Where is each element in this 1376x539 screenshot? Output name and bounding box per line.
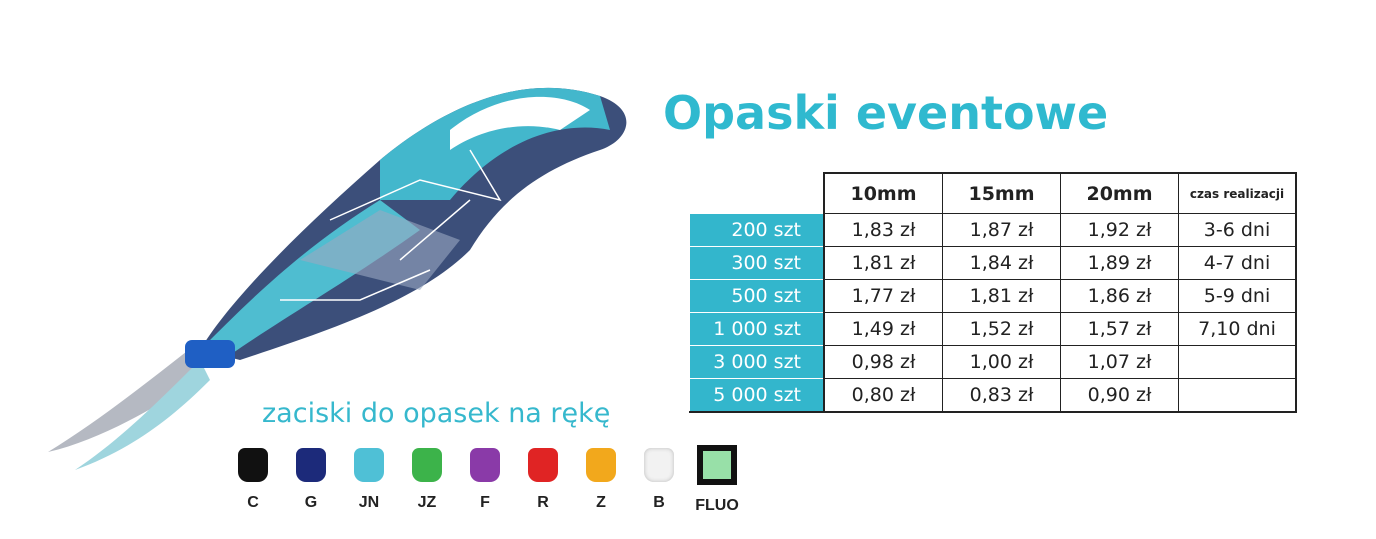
blank-header [689,173,825,214]
cell-qty: 300 szt [689,246,825,280]
table-row: 300 szt 1,81 zł 1,84 zł 1,89 zł 4-7 dni [689,246,1297,280]
clip-swatch-icon [586,448,616,482]
header-10mm: 10mm [823,172,943,214]
clip-swatch-icon [296,448,326,482]
header-20mm: 20mm [1060,172,1179,214]
cell-p15: 1,00 zł [942,345,1061,379]
clip-code: R [537,494,549,511]
table-row: 500 szt 1,77 zł 1,81 zł 1,86 zł 5-9 dni [689,279,1297,313]
clip-f: F [456,448,514,515]
table-row: 1 000 szt 1,49 zł 1,52 zł 1,57 zł 7,10 dni [689,312,1297,346]
clip-swatch-icon [470,448,500,482]
clip-b: B [630,448,688,515]
cell-p15: 1,52 zł [942,312,1061,346]
clip-swatch-icon [354,448,384,482]
cell-p15: 0,83 zł [942,378,1061,413]
cell-p10: 0,98 zł [823,345,943,379]
page-title: Opaski eventowe [663,86,1109,140]
clip-swatch-icon [644,448,674,482]
cell-qty: 5 000 szt [689,378,825,413]
cell-time [1178,378,1297,413]
cell-qty: 200 szt [689,213,825,247]
clip-code: FLUO [695,497,739,514]
cell-qty: 500 szt [689,279,825,313]
wristband-image [48,87,627,470]
clip-z: Z [572,448,630,515]
clip-swatch-icon [412,448,442,482]
cell-time: 7,10 dni [1178,312,1297,346]
cell-p20: 1,86 zł [1060,279,1179,313]
clip-jn: JN [340,448,398,515]
cell-p20: 0,90 zł [1060,378,1179,413]
cell-time: 5-9 dni [1178,279,1297,313]
clip-r: R [514,448,572,515]
table-row: 3 000 szt 0,98 zł 1,00 zł 1,07 zł [689,345,1297,379]
cell-p15: 1,84 zł [942,246,1061,280]
clip-code: C [247,494,259,511]
cell-p10: 1,49 zł [823,312,943,346]
clip-code: Z [596,494,606,511]
clip-swatch-icon [528,448,558,482]
clip-code: F [480,494,490,511]
cell-time: 3-6 dni [1178,213,1297,247]
clips-list: C G JN JZ F R Z B FLUO [224,445,746,515]
cell-p15: 1,81 zł [942,279,1061,313]
clip-code: B [653,494,665,511]
cell-p20: 1,89 zł [1060,246,1179,280]
cell-qty: 3 000 szt [689,345,825,379]
clips-title: zaciski do opasek na rękę [262,398,611,429]
clip-g: G [282,448,340,515]
clip-swatch-icon [238,448,268,482]
clip-swatch-icon [697,445,737,485]
header-time: czas realizacji [1178,172,1297,214]
clip-code: JZ [417,494,437,511]
cell-p10: 1,81 zł [823,246,943,280]
cell-time [1178,345,1297,379]
clip-code: JN [358,494,380,511]
clip-fluo: FLUO [688,445,746,515]
cell-p10: 1,77 zł [823,279,943,313]
clip-code: G [304,494,318,511]
price-table: 10mm 15mm 20mm czas realizacji 200 szt 1,… [689,172,1297,413]
cell-p20: 1,57 zł [1060,312,1179,346]
table-row: 5 000 szt 0,80 zł 0,83 zł 0,90 zł [689,378,1297,413]
clip-c: C [224,448,282,515]
cell-p10: 0,80 zł [823,378,943,413]
header-15mm: 15mm [942,172,1061,214]
cell-qty: 1 000 szt [689,312,825,346]
table-header-row: 10mm 15mm 20mm czas realizacji [689,172,1297,214]
cell-p20: 1,92 zł [1060,213,1179,247]
clip-jz: JZ [398,448,456,515]
cell-p20: 1,07 zł [1060,345,1179,379]
table-row: 200 szt 1,83 zł 1,87 zł 1,92 zł 3-6 dni [689,213,1297,247]
cell-p15: 1,87 zł [942,213,1061,247]
cell-time: 4-7 dni [1178,246,1297,280]
cell-p10: 1,83 zł [823,213,943,247]
